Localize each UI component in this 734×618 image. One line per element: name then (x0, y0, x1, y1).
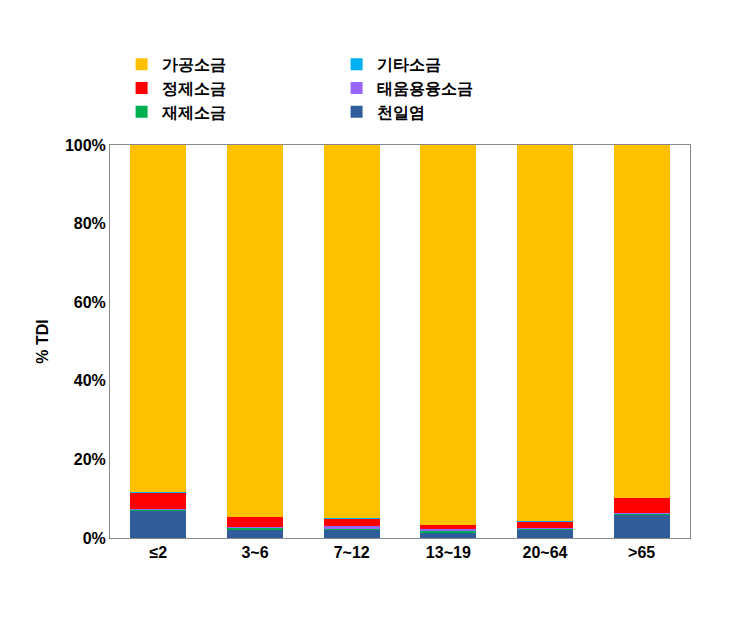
svg-text:가공소금: 가공소금 (162, 56, 226, 73)
svg-text:20~64: 20~64 (523, 544, 568, 561)
svg-text:60%: 60% (74, 294, 106, 311)
svg-text:13~19: 13~19 (426, 544, 471, 561)
svg-text:기타소금: 기타소금 (377, 56, 441, 73)
svg-text:100%: 100% (65, 137, 106, 154)
svg-text:% TDI: % TDI (34, 319, 51, 363)
svg-text:20%: 20% (74, 451, 106, 468)
svg-text:7~12: 7~12 (334, 544, 370, 561)
svg-text:천일염: 천일염 (377, 104, 425, 121)
svg-text:≤2: ≤2 (149, 544, 167, 561)
svg-text:40%: 40% (74, 372, 106, 389)
svg-text:80%: 80% (74, 215, 106, 232)
svg-text:3~6: 3~6 (241, 544, 268, 561)
svg-text:0%: 0% (83, 530, 106, 547)
svg-text:태움용융소금: 태움용융소금 (377, 80, 473, 97)
svg-text:정제소금: 정제소금 (162, 80, 226, 97)
svg-text:재제소금: 재제소금 (161, 104, 226, 121)
svg-text:>65: >65 (628, 544, 655, 561)
